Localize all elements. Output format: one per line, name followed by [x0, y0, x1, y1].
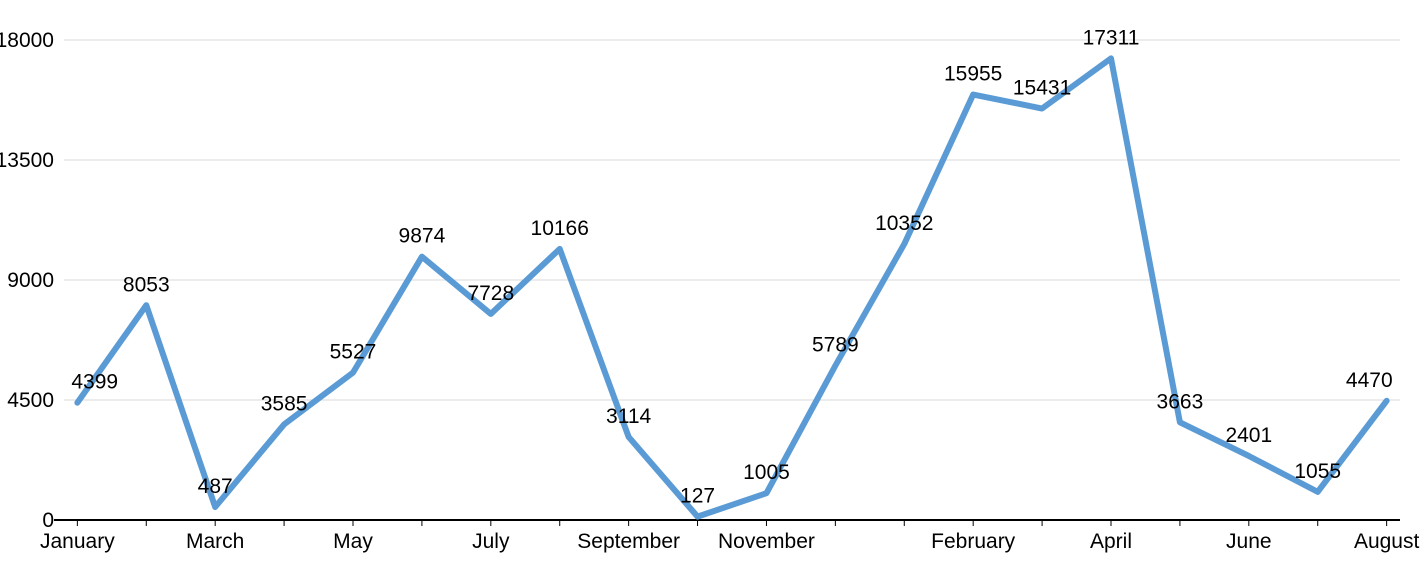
x-tick-label: June [1226, 530, 1272, 553]
data-label: 3663 [1157, 390, 1204, 413]
x-tick-label: April [1090, 530, 1132, 553]
data-label: 4399 [71, 371, 118, 394]
data-label: 4470 [1346, 369, 1393, 392]
data-label: 7728 [467, 282, 514, 305]
line-chart: 0 4500 9000 13500 18000 January March May July Se… [0, 0, 1422, 580]
data-label: 17311 [1083, 26, 1140, 49]
x-tick-label: July [472, 530, 510, 553]
x-tick-label: August [1354, 530, 1420, 553]
data-label: 15955 [944, 63, 1002, 86]
data-label: 5527 [330, 341, 377, 364]
data-label: 487 [198, 475, 233, 498]
data-label: 3114 [606, 405, 651, 428]
x-tick-label: January [40, 530, 115, 553]
y-tick-label: 4500 [7, 389, 54, 412]
y-tick-label: 13500 [0, 149, 54, 172]
x-tick-label: September [577, 530, 680, 553]
data-label: 127 [680, 485, 715, 508]
data-label: 10166 [531, 217, 589, 240]
data-label: 10352 [875, 212, 933, 235]
data-label: 1055 [1294, 460, 1341, 483]
x-tick-label: November [718, 530, 815, 553]
x-tick-label: March [186, 530, 244, 553]
data-label: 2401 [1225, 424, 1272, 447]
x-tick-label: February [931, 530, 1016, 553]
data-label: 1005 [743, 461, 790, 484]
data-label: 8053 [123, 273, 170, 296]
y-tick-label: 18000 [0, 29, 54, 52]
data-label: 5789 [812, 334, 859, 357]
y-tick-label: 9000 [7, 269, 54, 292]
x-tick-label: May [333, 530, 373, 553]
data-label: 3585 [261, 392, 308, 415]
chart-svg: 0 4500 9000 13500 18000 January March May July Se… [0, 0, 1422, 580]
data-label: 9874 [399, 225, 446, 248]
data-label: 15431 [1013, 77, 1071, 100]
y-tick-label: 0 [42, 509, 54, 532]
